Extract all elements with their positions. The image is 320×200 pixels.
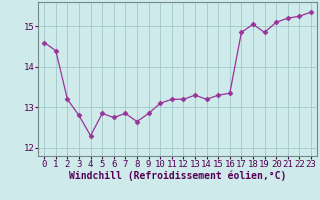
X-axis label: Windchill (Refroidissement éolien,°C): Windchill (Refroidissement éolien,°C) — [69, 171, 286, 181]
